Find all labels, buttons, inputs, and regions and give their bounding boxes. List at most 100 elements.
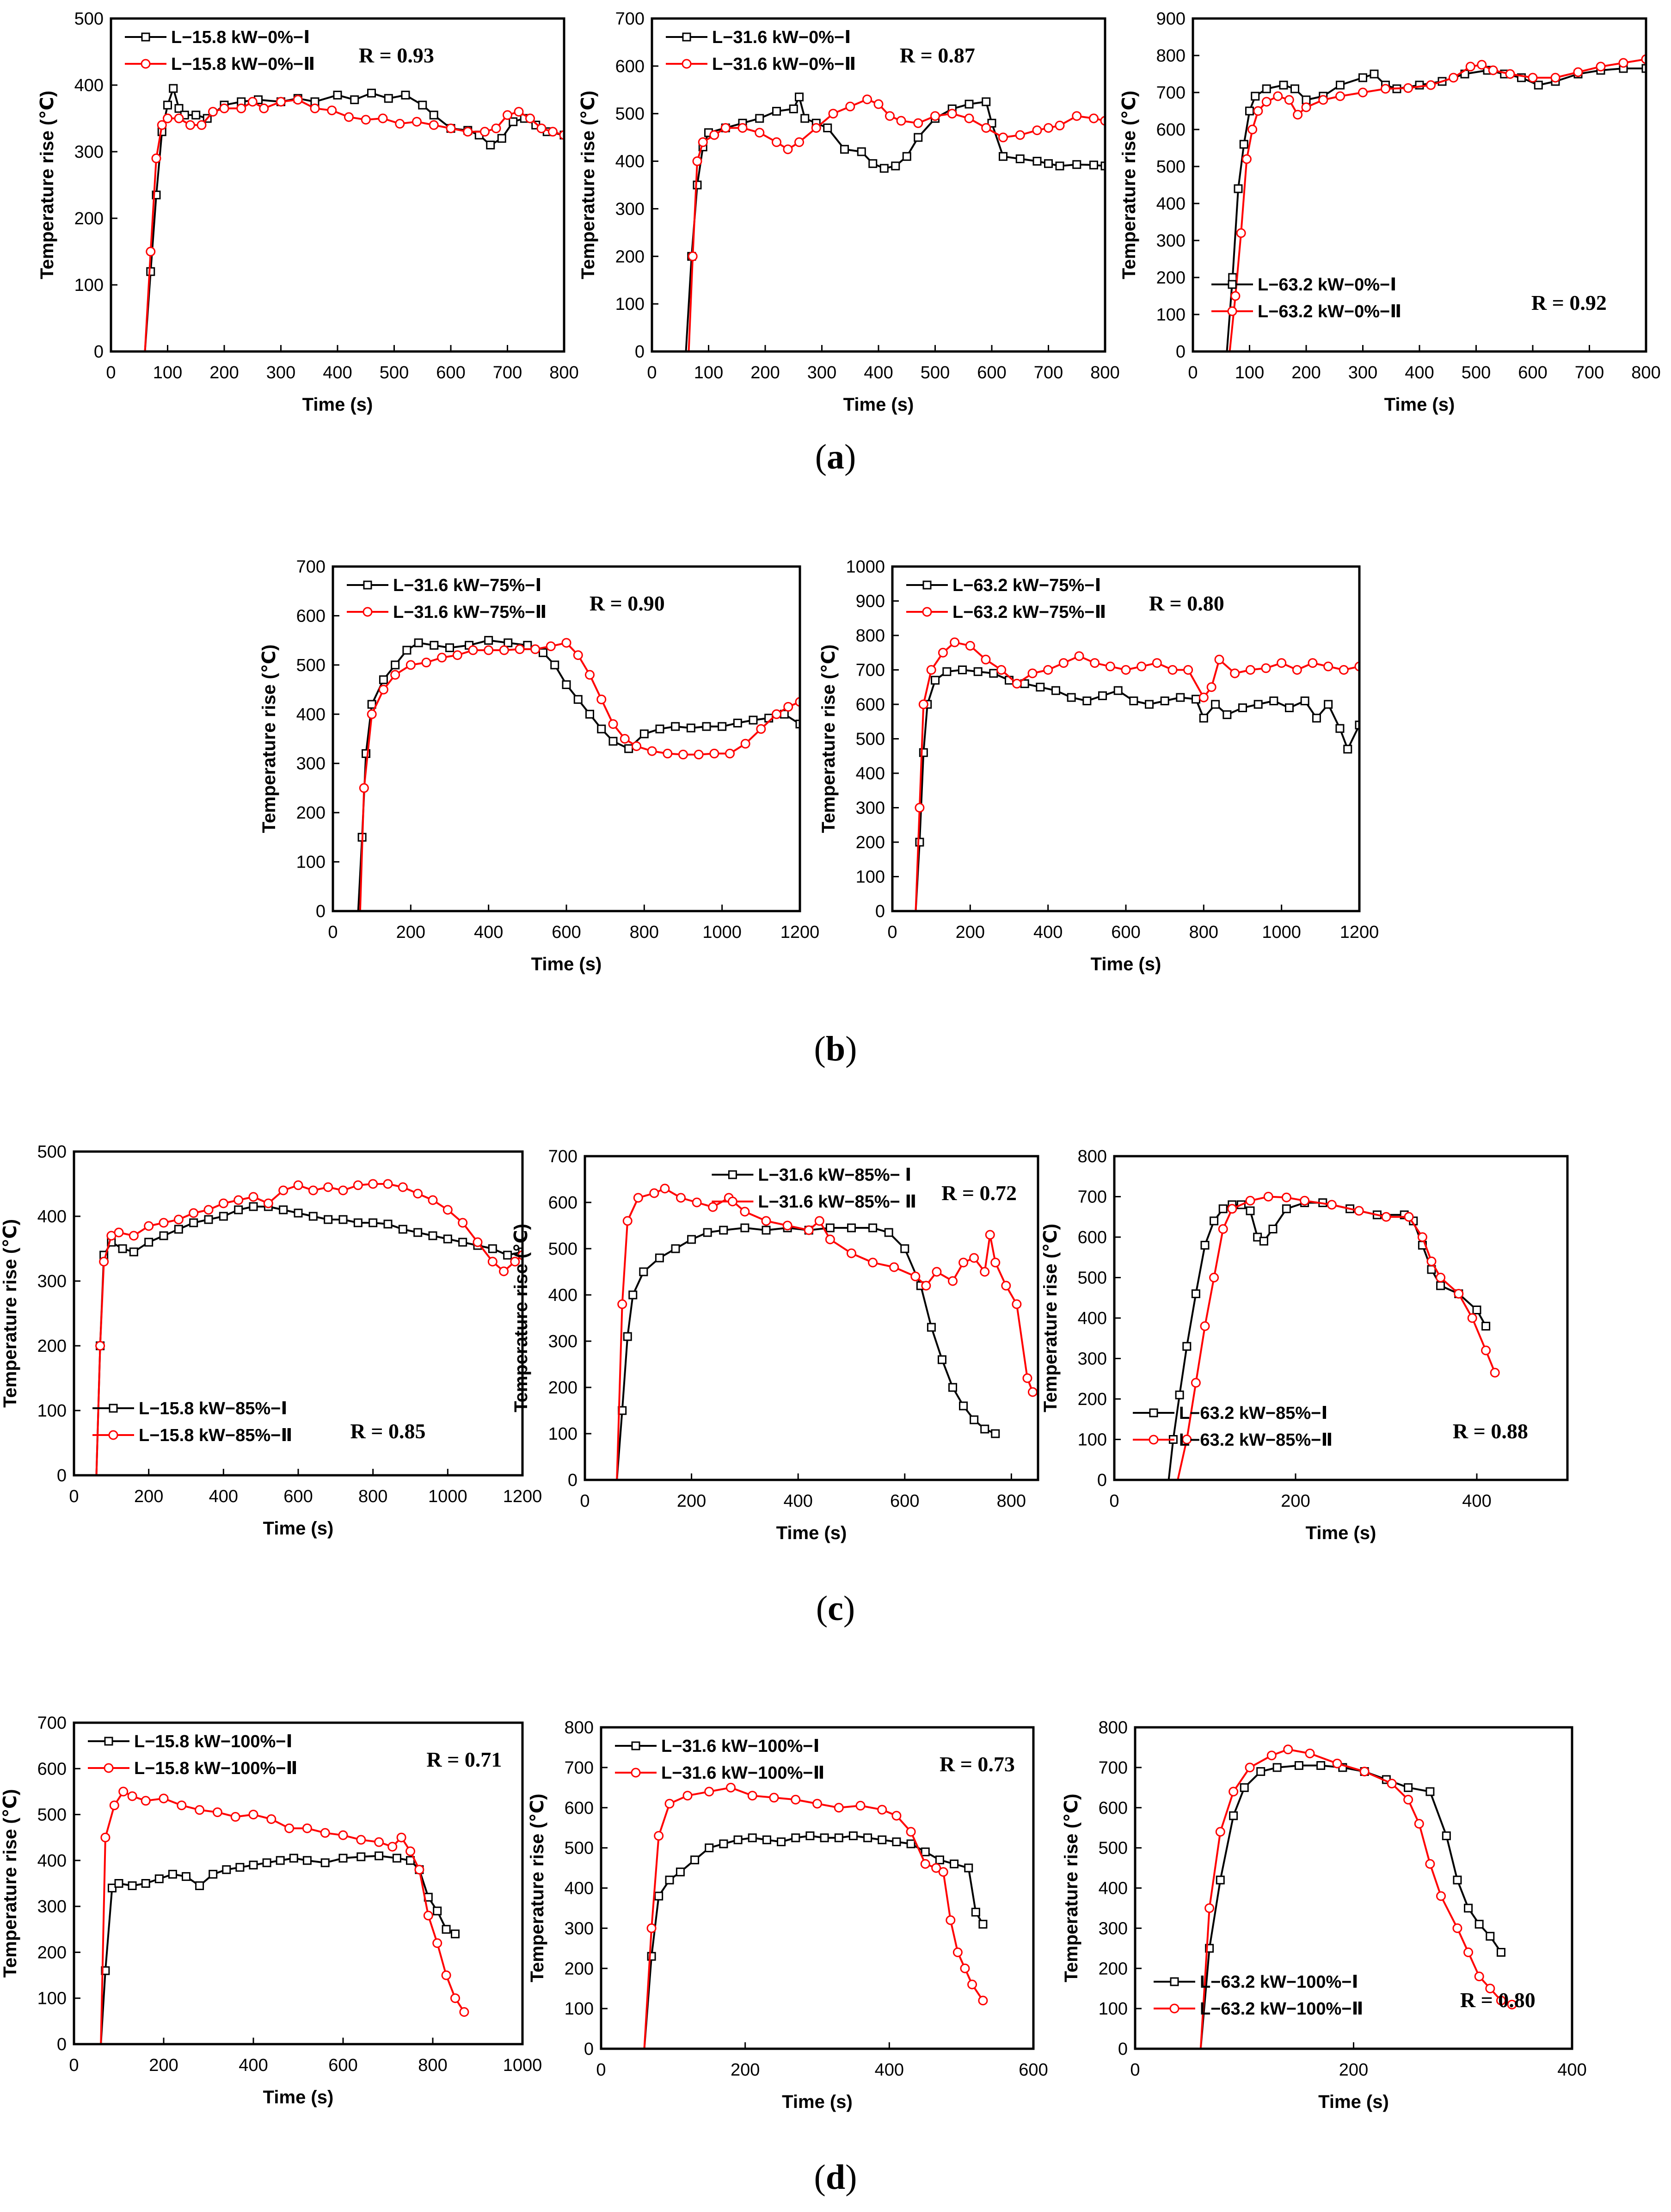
- y-tick-label: 100: [296, 853, 326, 872]
- data-point: [249, 1202, 258, 1211]
- x-tick-label: 400: [1033, 923, 1063, 942]
- data-point: [169, 84, 178, 93]
- y-tick-label: 600: [296, 606, 326, 626]
- data-point: [694, 750, 704, 760]
- data-point: [1036, 683, 1045, 692]
- data-point: [982, 97, 991, 106]
- legend-label: L−63.2 kW−100%−Ⅰ: [1200, 1972, 1358, 1992]
- x-tick-label: 600: [1518, 363, 1547, 382]
- data-point: [655, 724, 664, 733]
- data-point: [989, 669, 998, 678]
- y-tick-label: 500: [1099, 1839, 1128, 1858]
- data-point: [1263, 1192, 1273, 1202]
- data-point: [1012, 1299, 1022, 1309]
- plot-frame: [332, 565, 801, 912]
- data-point: [878, 1835, 887, 1844]
- data-point: [1015, 154, 1025, 163]
- data-point: [293, 1180, 303, 1190]
- y-axis-label: Temperature rise (℃): [1119, 91, 1139, 279]
- chart-a1: 0 100 200 300 400 500 600 700 800 0 100 200 300 400 50…: [37, 9, 579, 415]
- x-tick-label: 200: [1291, 363, 1321, 382]
- x-tick-label: 600: [890, 1491, 919, 1511]
- data-point: [973, 667, 983, 676]
- data-point: [921, 1847, 930, 1856]
- data-point: [720, 123, 731, 133]
- legend-marker: [922, 607, 932, 617]
- x-tick-label: 200: [209, 363, 239, 382]
- y-tick-label: 300: [1156, 231, 1186, 251]
- data-point: [383, 1179, 393, 1189]
- data-point: [141, 1796, 151, 1806]
- legend-label: L−15.8 kW−100%−Ⅱ: [134, 1759, 298, 1778]
- data-point: [910, 1271, 921, 1282]
- plot-frame: [73, 1721, 524, 2046]
- data-point: [647, 746, 657, 756]
- data-point: [284, 1823, 295, 1833]
- y-tick-label: 300: [1099, 1919, 1128, 1938]
- data-point: [1358, 73, 1367, 82]
- data-point: [980, 1424, 989, 1434]
- data-point: [1477, 60, 1487, 70]
- data-point: [412, 117, 422, 127]
- data-point: [127, 1791, 137, 1801]
- legend-marker: [682, 32, 691, 42]
- y-tick-label: 600: [1078, 1228, 1107, 1247]
- data-point: [718, 722, 727, 731]
- data-point: [1027, 1387, 1038, 1397]
- data-point: [1090, 658, 1100, 668]
- data-point: [913, 118, 923, 128]
- data-point: [791, 1794, 801, 1805]
- data-point: [1496, 1948, 1505, 1957]
- y-tick-label: 400: [1099, 1879, 1128, 1898]
- series-1: [601, 1831, 988, 2049]
- legend-label: L−63.2 kW−85%−Ⅰ: [1179, 1404, 1328, 1423]
- data-point: [900, 1244, 909, 1253]
- data-point: [1113, 686, 1123, 695]
- data-point: [702, 722, 711, 731]
- data-point: [539, 648, 547, 657]
- data-point: [1387, 1779, 1397, 1789]
- data-point: [877, 1805, 887, 1815]
- data-point: [369, 1218, 378, 1227]
- data-point: [782, 1220, 792, 1231]
- y-tick-label: 300: [548, 1332, 577, 1351]
- legend-marker: [104, 1737, 113, 1746]
- data-point: [338, 1215, 348, 1224]
- data-point: [1256, 1767, 1266, 1776]
- x-axis-label: Time (s): [263, 1518, 334, 1539]
- data-point: [294, 1208, 303, 1218]
- chart-a2: 0 100 200 300 400 500 600 700 800 0 100 200 300 400 50…: [578, 9, 1120, 415]
- data-point: [1293, 110, 1303, 120]
- y-tick-label: 200: [548, 1378, 577, 1398]
- data-point: [154, 1874, 164, 1884]
- data-point: [906, 1839, 915, 1848]
- x-tick-label: 400: [474, 923, 503, 942]
- data-point: [990, 1257, 1001, 1268]
- r-value-annotation: R = 0.85: [350, 1419, 426, 1443]
- data-point: [1324, 700, 1333, 709]
- data-point: [248, 1192, 258, 1202]
- data-point: [1277, 658, 1287, 668]
- data-point: [848, 1831, 858, 1841]
- data-point: [428, 1231, 437, 1240]
- x-tick-label: 300: [807, 363, 836, 382]
- data-point: [1241, 154, 1252, 164]
- data-point: [499, 1266, 509, 1276]
- data-point: [682, 1791, 693, 1801]
- data-point: [263, 1198, 273, 1208]
- y-tick-label: 200: [74, 209, 104, 228]
- data-point: [515, 644, 525, 654]
- data-point: [1089, 113, 1099, 123]
- data-point: [740, 739, 750, 749]
- y-tick-label: 0: [584, 2039, 594, 2059]
- data-point: [1266, 1750, 1277, 1761]
- y-tick-label: 200: [37, 1943, 67, 1962]
- x-tick-label: 400: [864, 363, 893, 382]
- data-point: [1167, 665, 1178, 675]
- x-axis-label: Time (s): [531, 954, 602, 974]
- plot-frame: [110, 17, 565, 353]
- data-point: [1215, 1827, 1225, 1837]
- data-point: [182, 1872, 190, 1881]
- data-point: [981, 123, 991, 133]
- data-point: [1253, 700, 1263, 709]
